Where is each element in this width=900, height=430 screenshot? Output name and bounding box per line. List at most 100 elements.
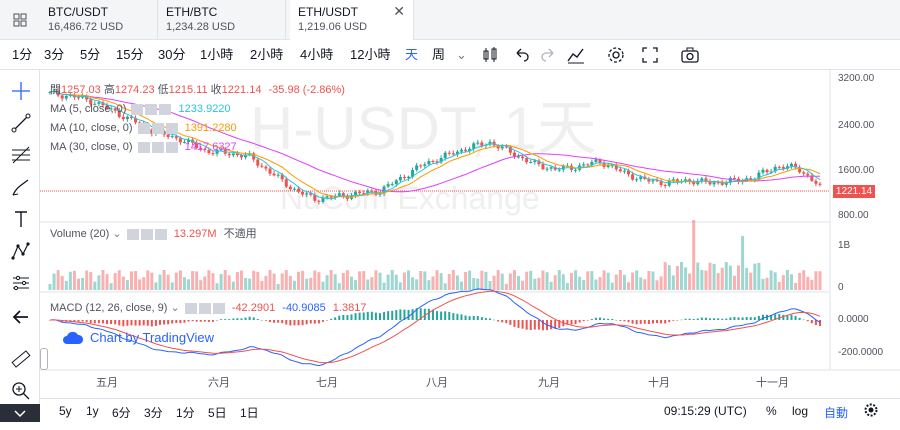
volume-bar [643, 279, 647, 290]
range-6m[interactable]: 6分 [112, 406, 131, 420]
volume-bar [150, 272, 154, 290]
gear-icon[interactable] [140, 228, 153, 240]
zoom-in-icon[interactable] [10, 380, 32, 402]
eye-icon[interactable] [184, 302, 197, 314]
interval-1m[interactable]: 1分 [12, 47, 33, 62]
candle-body [187, 139, 191, 142]
close-icon[interactable] [159, 103, 172, 115]
eye-icon[interactable] [131, 103, 144, 115]
range-5d[interactable]: 5日 [208, 406, 227, 420]
interval-15m[interactable]: 15分 [116, 47, 144, 62]
volume-bar [215, 283, 219, 290]
clock-time[interactable]: 09:15:29 (UTC) [664, 404, 747, 418]
close-icon[interactable] [165, 141, 178, 153]
log-toggle[interactable]: log [792, 404, 809, 418]
gear-icon[interactable] [606, 45, 626, 65]
range-1m[interactable]: 1分 [176, 406, 195, 420]
gear-icon[interactable] [145, 103, 158, 115]
macd-hist-bar [89, 320, 92, 324]
macd-hist-bar [436, 311, 439, 320]
eye-icon[interactable] [137, 122, 150, 134]
redo-icon[interactable] [538, 45, 558, 65]
fib-tool-icon[interactable] [10, 144, 32, 166]
brush-icon[interactable] [10, 176, 32, 198]
tab-eth-usdt[interactable]: ETH/USDT 1,219.06 USD ✕ [290, 0, 414, 40]
volume-bar [728, 265, 732, 290]
close-icon[interactable] [165, 122, 178, 134]
volume-legend[interactable]: Volume (20) ⌄ 13.297M 不適用 [50, 227, 257, 241]
interval-5m[interactable]: 5分 [80, 47, 101, 62]
interval-12h[interactable]: 12小時 [350, 47, 391, 62]
text-tool-icon[interactable] [10, 208, 32, 230]
price-tick: 3200.00 [838, 73, 875, 84]
close-icon[interactable] [154, 228, 167, 240]
chevron-down-icon[interactable]: ⌄ [456, 47, 467, 62]
interval-3m[interactable]: 3分 [44, 47, 65, 62]
tradingview-logo[interactable]: Chart by TradingView [62, 330, 214, 345]
ma30-legend[interactable]: MA (30, close, 0) 1417.6327 [50, 140, 237, 154]
layout-grid-icon[interactable] [0, 0, 40, 40]
macd-hist-bar [260, 319, 263, 321]
candle-body [435, 161, 439, 163]
gear-icon[interactable] [151, 141, 164, 153]
candle-body [716, 182, 720, 184]
candle-body [455, 151, 459, 155]
camera-icon[interactable] [680, 45, 700, 65]
chevron-down-icon[interactable]: ⌄ [112, 228, 122, 240]
interval-1h[interactable]: 1小時 [200, 47, 234, 62]
ruler-icon[interactable] [10, 348, 32, 370]
trend-line-icon[interactable] [10, 112, 32, 134]
volume-bar [174, 272, 178, 290]
tab-btc-usdt[interactable]: BTC/USDT 16,486.72 USD [40, 0, 158, 40]
candle-body [468, 148, 472, 152]
scroll-handle[interactable] [40, 348, 48, 370]
candles-icon[interactable] [480, 45, 500, 65]
candle-body [134, 117, 138, 123]
chevron-down-icon[interactable]: ⌄ [170, 302, 180, 314]
candle-body [671, 179, 675, 181]
gear-icon[interactable] [864, 403, 878, 417]
interval-week[interactable]: 周 [432, 47, 446, 62]
chart-area[interactable]: H-USDT, 1天 NuCom Exchange 開1257.03 高1274… [40, 70, 900, 400]
ma10-legend[interactable]: MA (10, close, 0) 1391.2280 [50, 121, 237, 135]
interval-2h[interactable]: 2小時 [250, 47, 284, 62]
ma5-legend[interactable]: MA (5, close, 0) 1233.9220 [50, 102, 231, 116]
volume-bar [679, 262, 683, 290]
range-3m[interactable]: 3分 [144, 406, 163, 420]
arrow-left-icon[interactable] [10, 306, 32, 328]
interval-4h[interactable]: 4小時 [300, 47, 334, 62]
macd-hist-bar [163, 320, 166, 325]
close-tab-icon[interactable]: ✕ [393, 3, 405, 19]
open-label: 開 [50, 84, 61, 96]
volume-bar [496, 270, 500, 290]
tab-eth-btc[interactable]: ETH/BTC 1,234.28 USD [158, 0, 286, 40]
eye-icon[interactable] [137, 141, 150, 153]
gear-icon[interactable] [198, 302, 211, 314]
range-1d[interactable]: 1日 [240, 406, 259, 420]
interval-30m[interactable]: 30分 [158, 47, 186, 62]
fullscreen-icon[interactable] [640, 45, 660, 65]
undo-icon[interactable] [512, 45, 532, 65]
eye-icon[interactable] [126, 228, 139, 240]
forecast-icon[interactable] [10, 272, 32, 294]
candle-body [618, 169, 622, 172]
interval-1d[interactable]: 天 [405, 47, 419, 62]
percent-toggle[interactable]: % [766, 404, 777, 418]
tab-price: 16,486.72 USD [48, 21, 124, 33]
auto-toggle[interactable]: 自動 [824, 406, 849, 420]
range-5y[interactable]: 5y [59, 404, 72, 418]
candle-body [622, 170, 626, 172]
macd-hist-bar [366, 311, 369, 320]
pattern-icon[interactable] [10, 240, 32, 262]
macd-legend[interactable]: MACD (12, 26, close, 9) ⌄ -42.2901 -40.9… [50, 301, 366, 315]
crosshair-icon[interactable] [10, 80, 32, 102]
candle-body [512, 152, 516, 157]
collapse-toolbar-button[interactable] [0, 404, 40, 422]
volume-bar [724, 262, 728, 290]
gear-icon[interactable] [151, 122, 164, 134]
candle-body [476, 142, 480, 144]
range-1y[interactable]: 1y [86, 404, 99, 418]
close-icon[interactable] [212, 302, 225, 314]
compare-chart-icon[interactable] [566, 45, 586, 65]
macd-hist-bar [766, 314, 769, 320]
